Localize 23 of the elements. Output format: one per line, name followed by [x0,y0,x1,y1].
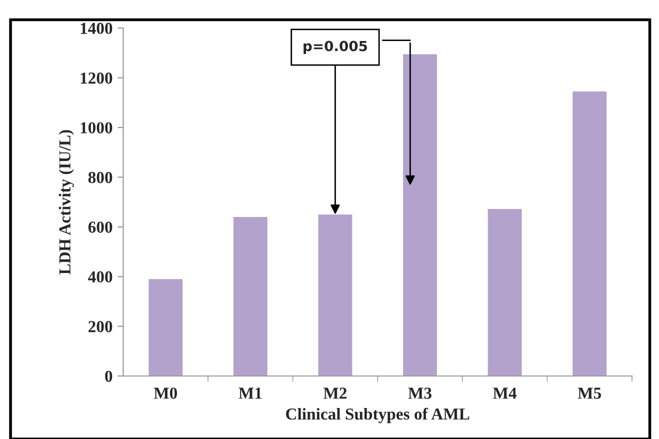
y-tick-label: 600 [88,222,112,233]
bar [318,214,352,376]
x-tick-label: M2 [323,388,347,399]
x-tick-label: M5 [578,388,602,399]
y-tick-label: 0 [105,370,112,382]
x-tick-label: M0 [154,388,178,399]
x-tick-label: M3 [408,388,432,399]
y-tick-label: 800 [88,172,112,184]
x-axis-title: Clinical Subtypes of AML [286,408,470,424]
y-axis-title: LDH Activity (IU/L) [58,130,74,274]
x-tick-label: M4 [493,388,517,399]
bar [572,91,607,376]
y-tick-label: 200 [88,321,112,332]
y-tick-label: 1000 [80,122,112,134]
y-tick-label: 400 [88,271,112,283]
annotation: p=0.005 [304,40,367,54]
bar [403,54,437,376]
bar [148,279,183,376]
x-tick-label: M1 [238,388,262,399]
bar [488,209,522,376]
bar [233,216,268,376]
y-tick-label: 1400 [80,22,112,34]
y-tick-label: 1200 [80,72,112,84]
